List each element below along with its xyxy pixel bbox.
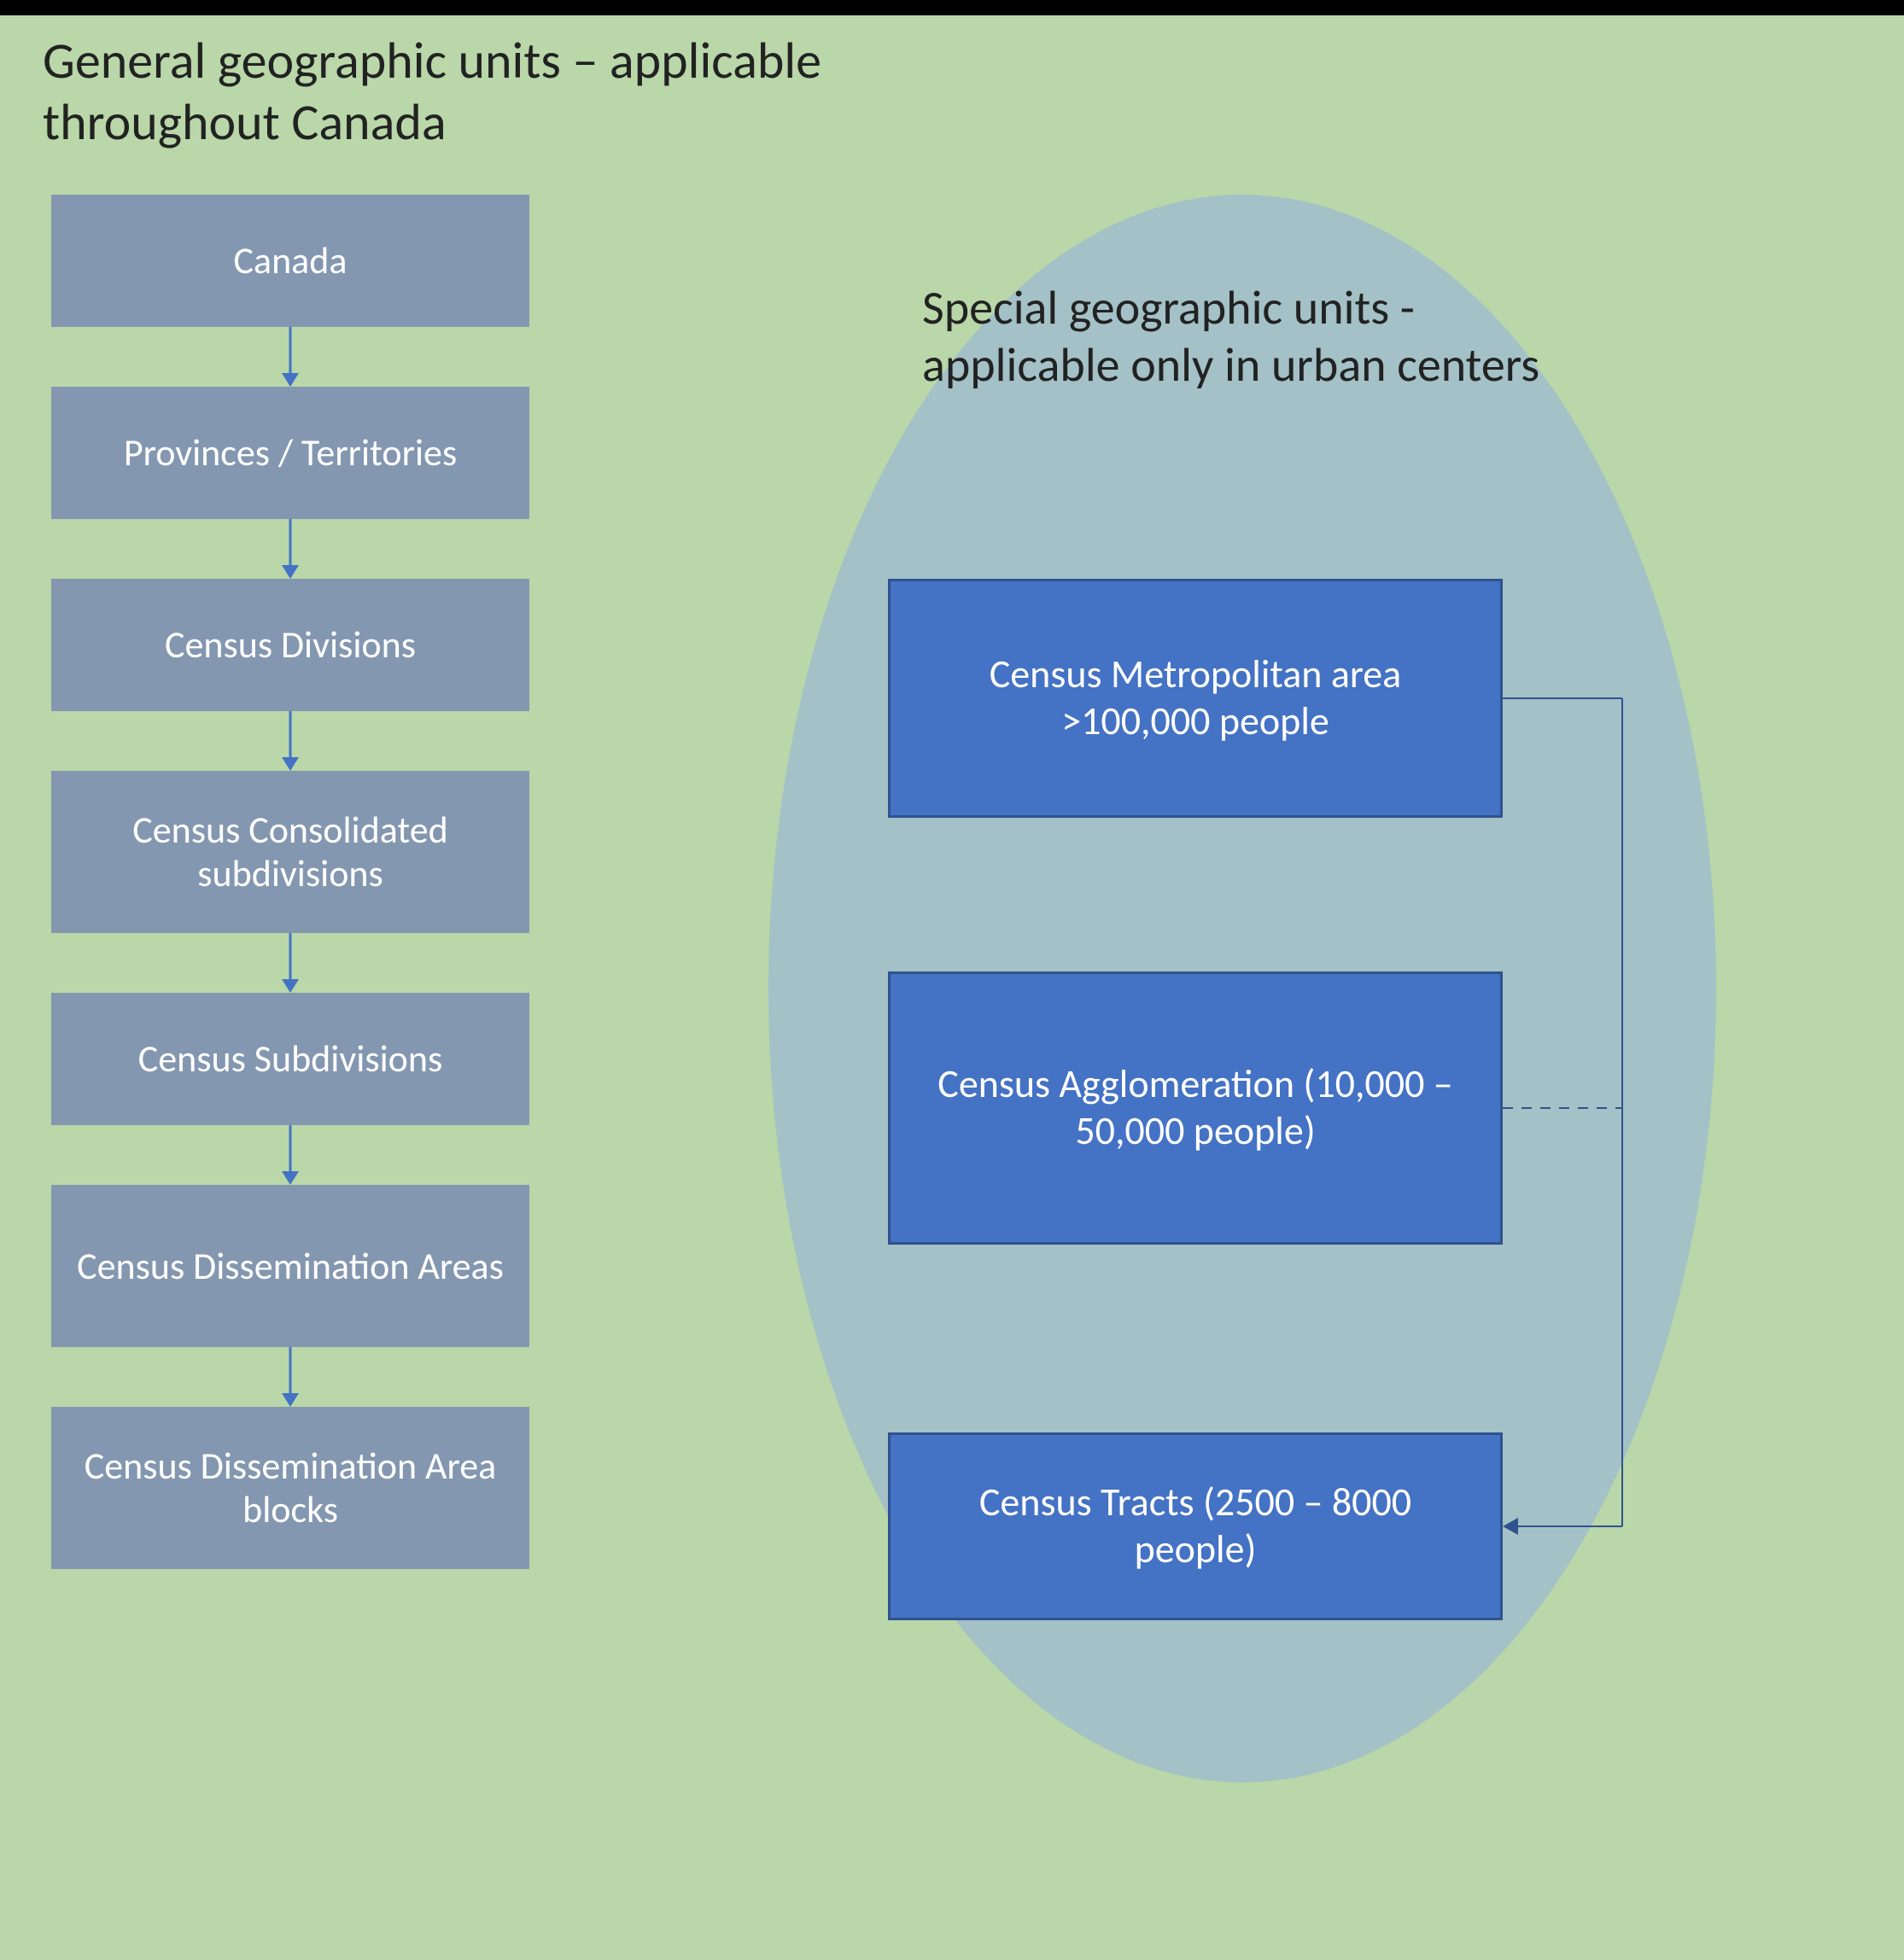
connector-lines [0, 15, 1904, 1960]
top-border [0, 0, 1904, 15]
diagram-canvas: General geographic units – applicable th… [0, 15, 1904, 1960]
